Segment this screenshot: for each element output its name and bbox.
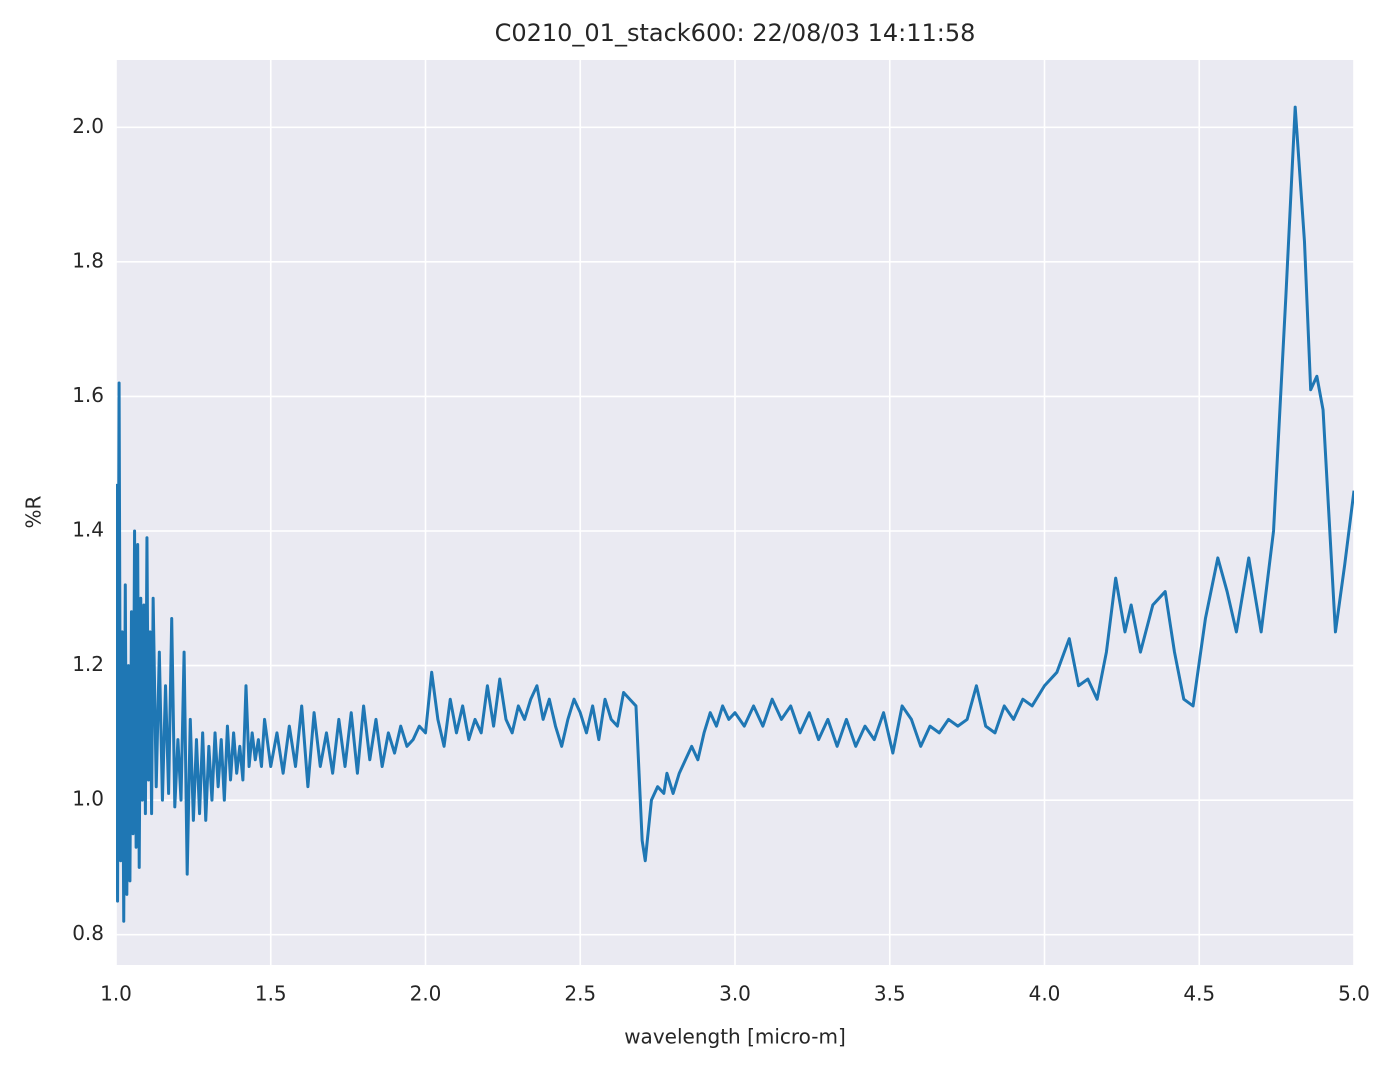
- x-tick-label: 4.5: [1183, 982, 1215, 1006]
- data-line: [116, 105, 1354, 923]
- x-tick-label: 3.0: [719, 982, 751, 1006]
- y-tick-label: 0.8: [72, 921, 104, 945]
- x-tick-label: 4.0: [1029, 982, 1061, 1006]
- y-tick-label: 1.2: [72, 652, 104, 676]
- y-tick-label: 2.0: [72, 114, 104, 138]
- x-tick-label: 2.5: [564, 982, 596, 1006]
- y-tick-label: 1.0: [72, 787, 104, 811]
- y-axis-label: %R: [22, 495, 46, 528]
- x-tick-label: 5.0: [1338, 982, 1370, 1006]
- x-tick-label: 1.0: [100, 982, 132, 1006]
- x-tick-label: 2.0: [410, 982, 442, 1006]
- y-tick-label: 1.8: [72, 248, 104, 272]
- x-tick-label: 3.5: [874, 982, 906, 1006]
- y-tick-label: 1.4: [72, 518, 104, 542]
- y-tick-label: 1.6: [72, 383, 104, 407]
- x-axis-label: wavelength [micro-m]: [624, 1025, 846, 1049]
- chart-title: C0210_01_stack600: 22/08/03 14:11:58: [495, 19, 976, 47]
- x-tick-label: 1.5: [255, 982, 287, 1006]
